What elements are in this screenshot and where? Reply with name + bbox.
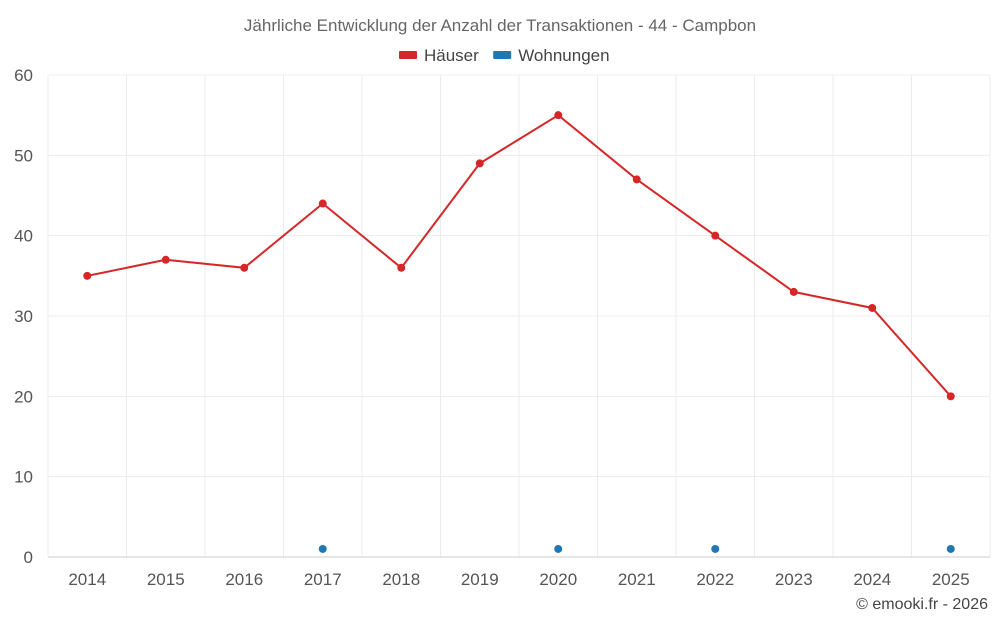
data-point bbox=[789, 287, 798, 296]
data-point bbox=[868, 303, 877, 312]
x-tick-label: 2015 bbox=[147, 570, 185, 589]
data-point bbox=[554, 544, 563, 553]
grid bbox=[47, 74, 991, 558]
y-tick-label: 0 bbox=[24, 548, 33, 567]
y-tick-label: 40 bbox=[14, 227, 33, 246]
data-point bbox=[632, 175, 641, 184]
data-point bbox=[711, 231, 720, 240]
x-tick-label: 2022 bbox=[696, 570, 734, 589]
chart-title: Jährliche Entwicklung der Anzahl der Tra… bbox=[244, 16, 756, 35]
series-line bbox=[87, 113, 952, 397]
legend: Häuser Wohnungen bbox=[399, 46, 610, 65]
x-tick-label: 2017 bbox=[304, 570, 342, 589]
legend-item: Wohnungen bbox=[493, 46, 610, 65]
data-point bbox=[946, 392, 955, 401]
y-tick-label: 10 bbox=[14, 468, 33, 487]
legend-label: Wohnungen bbox=[518, 46, 609, 65]
series-layer bbox=[83, 111, 955, 553]
x-tick-label: 2024 bbox=[853, 570, 891, 589]
x-tick-label: 2019 bbox=[461, 570, 499, 589]
series-0 bbox=[83, 111, 955, 401]
credit-text: © emooki.fr - 2026 bbox=[856, 596, 988, 613]
y-axis: 0 10 20 30 40 50 60 bbox=[14, 66, 33, 567]
data-point bbox=[946, 544, 955, 553]
data-point bbox=[318, 544, 327, 553]
x-tick-label: 2025 bbox=[932, 570, 970, 589]
data-point bbox=[161, 255, 170, 264]
x-tick-label: 2023 bbox=[775, 570, 813, 589]
y-tick-label: 60 bbox=[14, 66, 33, 85]
data-point bbox=[475, 159, 484, 168]
data-point bbox=[554, 111, 563, 120]
x-tick-label: 2018 bbox=[382, 570, 420, 589]
y-tick-label: 30 bbox=[14, 307, 33, 326]
legend-swatch bbox=[399, 51, 417, 59]
y-tick-label: 20 bbox=[14, 387, 33, 406]
y-tick-label: 50 bbox=[14, 146, 33, 165]
legend-swatch bbox=[493, 51, 512, 59]
data-point bbox=[318, 199, 327, 208]
x-axis: 2014 2015 2016 2017 2018 2019 2020 2021 2022 2023… bbox=[68, 570, 969, 589]
x-tick-label: 2021 bbox=[618, 570, 656, 589]
data-point bbox=[397, 263, 406, 272]
series-1 bbox=[318, 544, 955, 553]
x-tick-label: 2014 bbox=[68, 570, 106, 589]
data-point bbox=[83, 271, 92, 280]
data-point bbox=[711, 544, 720, 553]
data-point bbox=[240, 263, 249, 272]
legend-label: Häuser bbox=[424, 46, 479, 65]
x-tick-label: 2020 bbox=[539, 570, 577, 589]
x-tick-label: 2016 bbox=[225, 570, 263, 589]
legend-item: Häuser bbox=[399, 46, 479, 65]
